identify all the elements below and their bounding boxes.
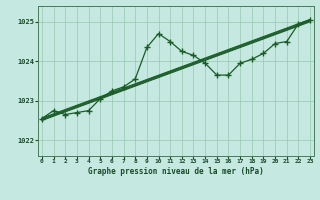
X-axis label: Graphe pression niveau de la mer (hPa): Graphe pression niveau de la mer (hPa) bbox=[88, 167, 264, 176]
